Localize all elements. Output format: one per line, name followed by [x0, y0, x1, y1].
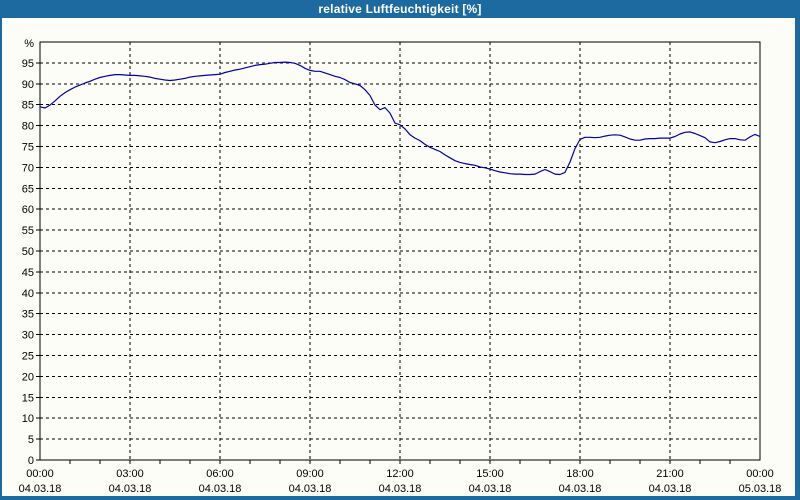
y-tick-label: 15	[22, 392, 34, 404]
y-tick-label: 95	[22, 58, 34, 70]
x-time-label: 00:00	[26, 468, 54, 480]
x-time-label: 06:00	[206, 468, 234, 480]
x-date-label: 04.03.18	[109, 483, 152, 495]
x-date-label: 04.03.18	[289, 483, 332, 495]
y-tick-label: 25	[22, 351, 34, 363]
y-tick-label: 60	[22, 204, 34, 216]
x-date-label: 04.03.18	[199, 483, 242, 495]
y-tick-label: 5	[28, 434, 34, 446]
window-title: relative Luftfeuchtigkeit [%]	[318, 2, 482, 16]
x-time-label: 18:00	[566, 468, 594, 480]
x-time-label: 12:00	[386, 468, 414, 480]
x-date-label: 04.03.18	[559, 483, 602, 495]
y-tick-label: 20	[22, 371, 34, 383]
x-time-label: 15:00	[476, 468, 504, 480]
y-tick-label: 50	[22, 246, 34, 258]
y-tick-label: 65	[22, 183, 34, 195]
x-time-label: 03:00	[116, 468, 144, 480]
y-tick-label: 90	[22, 79, 34, 91]
y-tick-label: 35	[22, 309, 34, 321]
x-time-label: 21:00	[656, 468, 684, 480]
x-time-label: 09:00	[296, 468, 324, 480]
y-tick-label: 0	[28, 455, 34, 467]
y-tick-label: 85	[22, 100, 34, 112]
chart-panel	[2, 18, 795, 496]
y-tick-label: 45	[22, 267, 34, 279]
y-tick-label: 10	[22, 413, 34, 425]
titlebar: relative Luftfeuchtigkeit [%]	[0, 0, 800, 18]
x-time-label: 00:00	[746, 468, 774, 480]
y-tick-label: 55	[22, 225, 34, 237]
y-tick-label: 40	[22, 288, 34, 300]
humidity-line	[39, 61, 761, 176]
y-tick-label: 75	[22, 142, 34, 154]
x-date-label: 05.03.18	[739, 483, 782, 495]
y-tick-label: 80	[22, 121, 34, 133]
y-tick-label: 70	[22, 162, 34, 174]
y-axis-unit-label: %	[24, 38, 34, 50]
x-date-label: 04.03.18	[379, 483, 422, 495]
y-tick-label: 30	[22, 330, 34, 342]
x-date-label: 04.03.18	[649, 483, 692, 495]
x-date-label: 04.03.18	[469, 483, 512, 495]
x-date-label: 04.03.18	[19, 483, 62, 495]
